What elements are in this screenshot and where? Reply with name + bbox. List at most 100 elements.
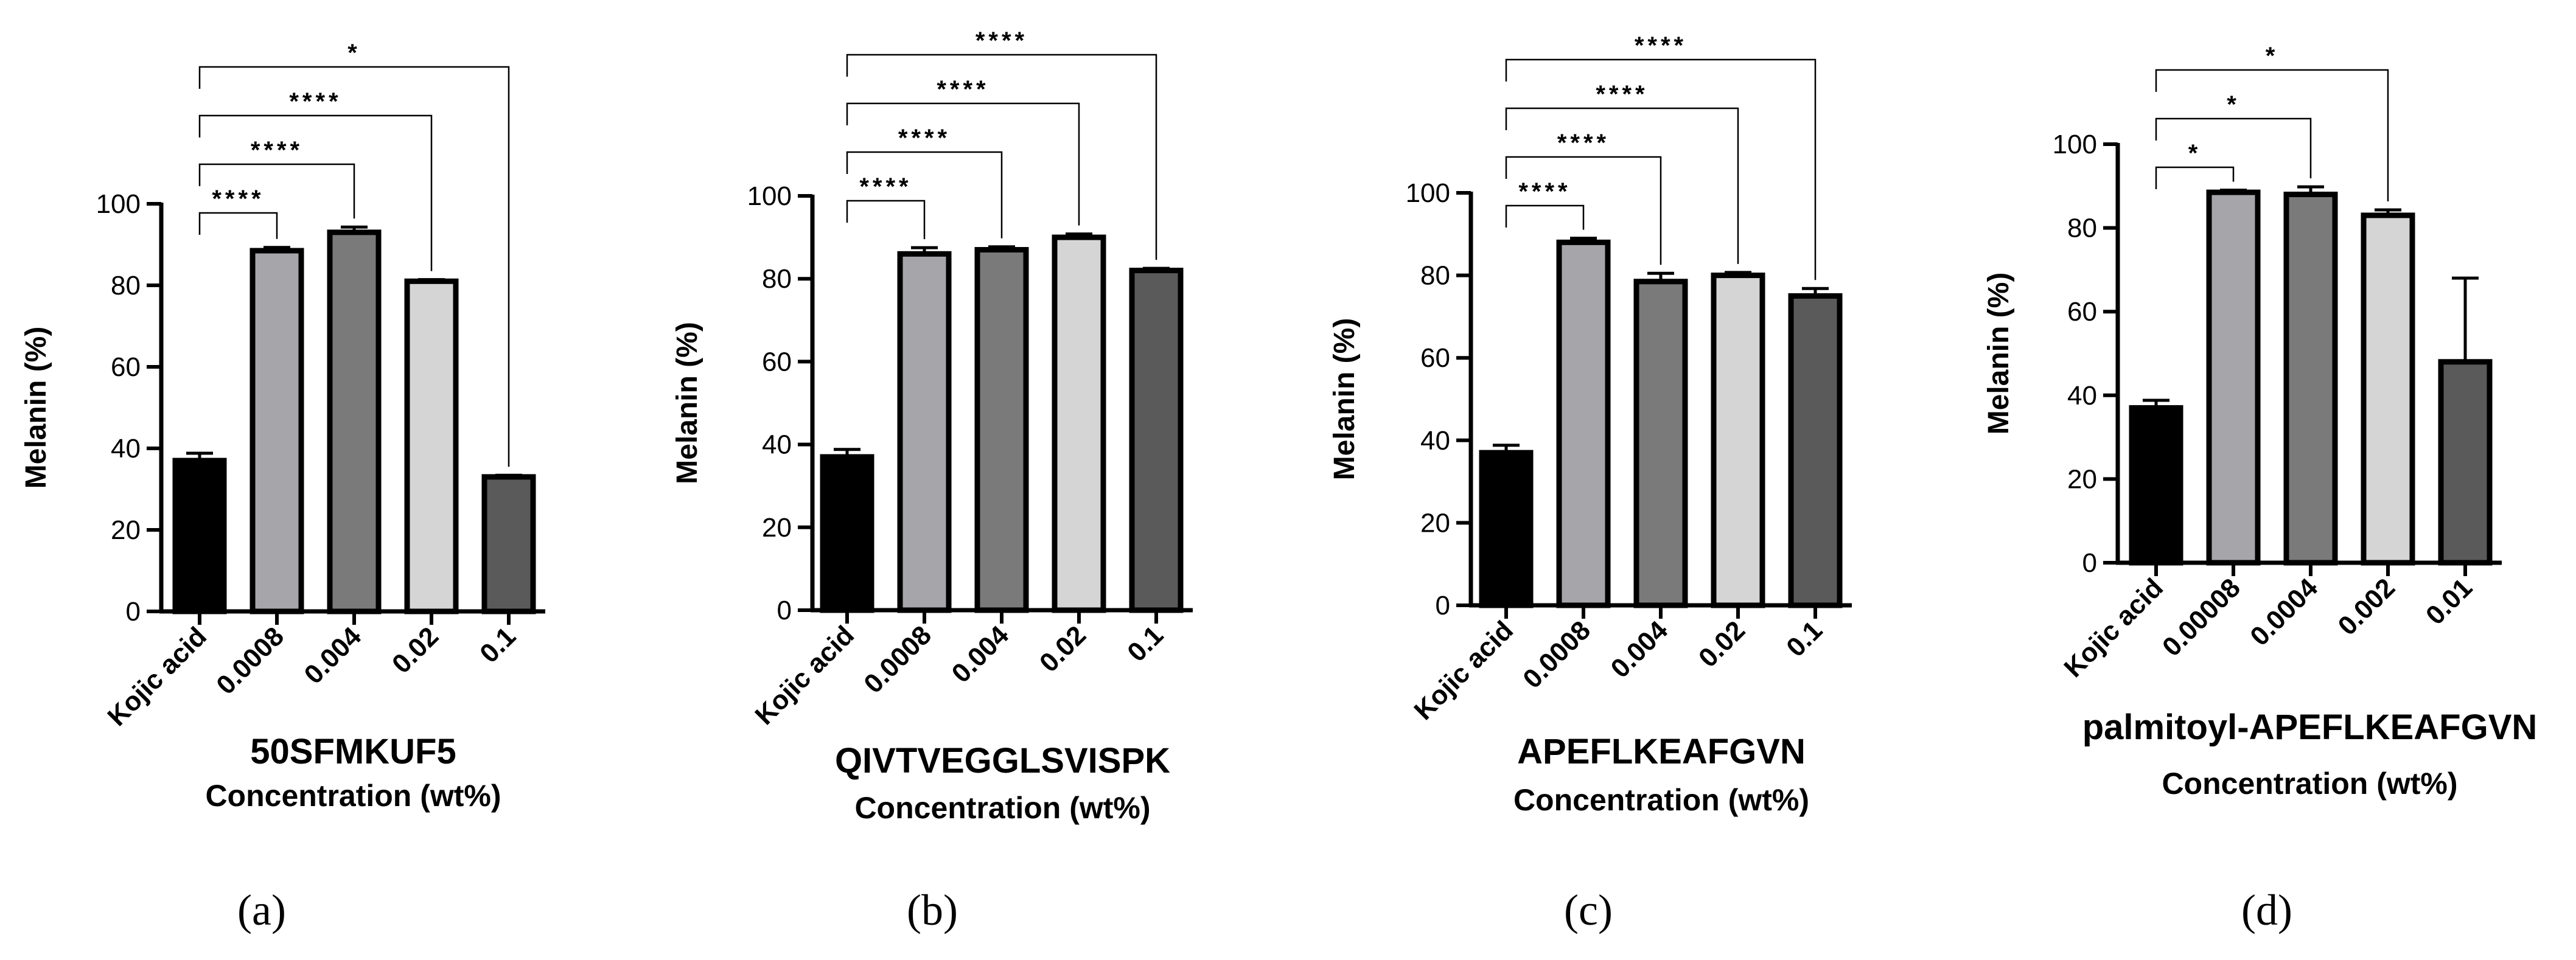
significance-label: **** [1596, 81, 1648, 108]
bar [1129, 268, 1184, 613]
bar [1633, 279, 1688, 608]
y-tick-label: 100 [96, 189, 141, 219]
y-tick-label: 100 [1406, 178, 1450, 208]
significance-bracket [1505, 58, 1817, 280]
significance-bracket [846, 102, 1080, 226]
significance-bracket [846, 151, 1003, 238]
bar [1479, 450, 1534, 608]
significance-bracket [198, 163, 355, 219]
chart-title: QIVTVEGGLSVISPK [835, 741, 1170, 781]
panel-letter: (d) [2241, 886, 2292, 934]
significance-label: **** [937, 76, 989, 103]
significance-bracket [1505, 107, 1739, 264]
chart-panel-4: 0 20 40 60 80 100 Melanin (%) Kojic acid0.00008… [1983, 43, 2537, 934]
category-label: 0.1 [1122, 620, 1169, 667]
panel-letter: (b) [907, 886, 958, 934]
significance-label: * [2188, 140, 2202, 167]
significance-bracket [198, 212, 278, 239]
x-axis-label: Concentration (wt%) [854, 791, 1150, 825]
bar [2129, 405, 2183, 566]
bar [1711, 273, 1765, 608]
category-label: 0.02 [1693, 615, 1751, 673]
y-tick-label: 40 [111, 434, 141, 464]
category-label: Kojic acid [1408, 615, 1519, 726]
significance-label: **** [251, 137, 303, 164]
y-tick-label: 0 [126, 597, 141, 627]
significance-label: * [347, 40, 361, 66]
y-tick-label: 0 [2082, 548, 2097, 578]
bar [1052, 234, 1106, 613]
y-tick-label: 20 [111, 515, 141, 545]
category-label: 0.004 [946, 620, 1015, 689]
bar [2283, 192, 2338, 566]
y-tick-label: 60 [2067, 297, 2097, 327]
category-label: 0.0008 [211, 621, 290, 700]
category-label: 0.1 [1781, 615, 1828, 663]
y-tick-label: 80 [1420, 261, 1450, 291]
bar [327, 229, 382, 614]
bar [404, 278, 459, 614]
category-label: 0.0008 [858, 620, 937, 699]
y-tick-label: 80 [111, 271, 141, 301]
y-tick-label: 100 [747, 181, 792, 211]
category-label: 0.0004 [2244, 572, 2323, 652]
y-axis-label: Melanin (%) [671, 322, 703, 484]
y-tick-label: 60 [762, 347, 792, 377]
significance-bracket [2155, 69, 2389, 202]
category-label: 0.02 [1034, 620, 1092, 678]
category-label: 0.1 [474, 621, 522, 669]
y-tick-label: 40 [762, 430, 792, 460]
significance-bracket [846, 200, 926, 240]
category-label: 0.004 [1605, 615, 1674, 684]
significance-label: **** [1518, 178, 1571, 205]
bar [2361, 212, 2415, 566]
x-axis-label: Concentration (wt%) [205, 779, 501, 813]
y-tick-label: 100 [2053, 130, 2097, 159]
category-label: 0.004 [299, 621, 368, 690]
bar [820, 454, 874, 613]
chart-title: 50SFMKUF5 [250, 732, 456, 771]
bar [1556, 239, 1611, 608]
y-tick-label: 20 [1420, 508, 1450, 538]
significance-label: **** [289, 88, 341, 115]
significance-bracket [198, 114, 433, 271]
y-tick-label: 40 [2067, 381, 2097, 411]
bar [172, 457, 227, 614]
category-label: Kojic acid [2058, 572, 2169, 683]
x-axis-label: Concentration (wt%) [2162, 767, 2457, 801]
category-label: 0.0008 [1517, 615, 1596, 694]
chart-title: palmitoyl-APEFLKEAFGVN [2082, 708, 2538, 747]
y-tick-label: 60 [1420, 343, 1450, 373]
bar [2206, 189, 2261, 566]
y-tick-label: 60 [111, 352, 141, 382]
significance-bracket [1505, 156, 1662, 265]
significance-label: * [2227, 91, 2240, 118]
significance-bracket [1505, 204, 1585, 230]
x-axis-label: Concentration (wt%) [1513, 783, 1809, 817]
category-label: 0.00008 [2157, 572, 2246, 662]
chart-title: APEFLKEAFGVN [1517, 732, 1806, 771]
y-tick-label: 0 [1436, 591, 1450, 621]
y-tick-label: 20 [762, 513, 792, 543]
panel-letter: (c) [1564, 886, 1613, 934]
category-label: 0.002 [2333, 572, 2401, 641]
category-label: Kojic acid [749, 620, 860, 731]
y-tick-label: 80 [2067, 214, 2097, 243]
y-tick-label: 0 [777, 596, 792, 625]
bar [974, 247, 1029, 613]
significance-label: **** [898, 125, 951, 151]
significance-label: **** [1635, 32, 1687, 59]
category-label: Kojic acid [102, 621, 212, 732]
panel-letter: (a) [237, 886, 286, 934]
significance-label: **** [212, 186, 264, 212]
bar [481, 474, 536, 614]
significance-bracket [2155, 117, 2312, 179]
y-tick-label: 40 [1420, 426, 1450, 456]
y-tick-label: 20 [2067, 464, 2097, 494]
bar [2438, 359, 2493, 566]
significance-bracket [846, 54, 1157, 260]
